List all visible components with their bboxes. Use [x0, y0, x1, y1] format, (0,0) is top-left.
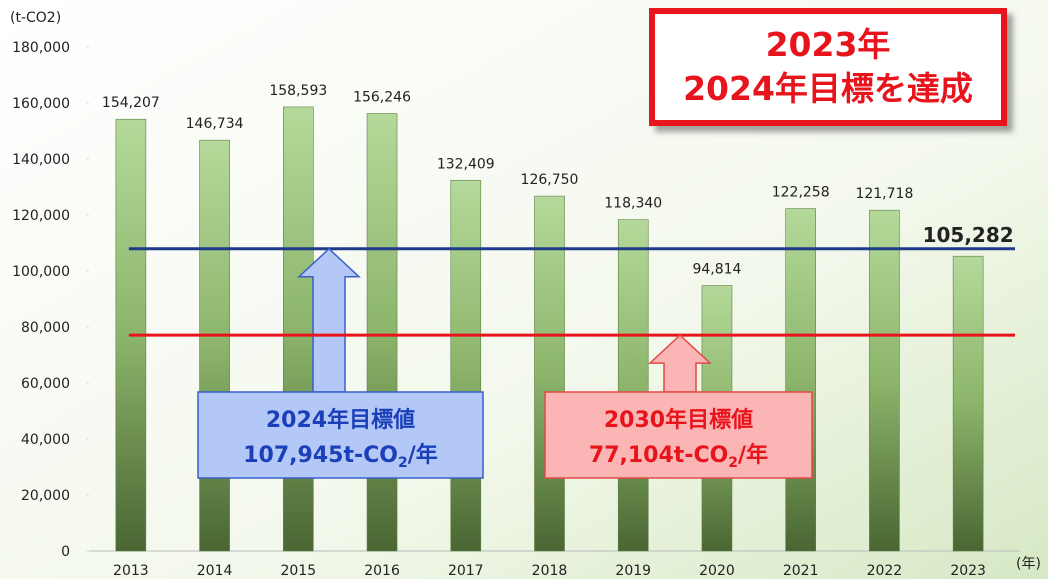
- y-tick-label: 20,000: [21, 488, 70, 504]
- callout-title: 2030年目標値: [604, 407, 753, 433]
- x-tick-label: 2015: [280, 563, 316, 579]
- callout-box: [544, 391, 813, 479]
- bar: [785, 208, 816, 552]
- y-tick-label: 180,000: [12, 40, 70, 56]
- x-tick-label: 2019: [615, 563, 651, 579]
- callout-value-part: 107,945t-CO: [243, 443, 398, 468]
- bar: [952, 255, 984, 552]
- x-tick-label: 2016: [364, 563, 400, 579]
- callout-title: 2024年目標値: [266, 407, 415, 433]
- callout-value-part: 2: [398, 455, 408, 471]
- bar: [450, 179, 482, 552]
- y-tick-label: 160,000: [12, 96, 70, 112]
- callout-box: [197, 391, 484, 479]
- x-tick-label: 2021: [783, 563, 819, 579]
- y-unit: (t-CO2): [10, 10, 61, 26]
- value-label: 94,814: [692, 262, 741, 278]
- value-label: 126,750: [521, 172, 579, 188]
- callout-value-part: /年: [738, 442, 768, 468]
- x-tick-label: 2018: [532, 563, 568, 579]
- y-tick-label: 140,000: [12, 152, 70, 168]
- badge-text: 2024年目標を達成: [683, 69, 973, 108]
- y-tick-label: 80,000: [21, 320, 70, 336]
- value-label: 154,207: [102, 95, 160, 111]
- x-tick-label: 2022: [867, 563, 903, 579]
- y-tick-label: 60,000: [21, 376, 70, 392]
- x-tick-label: 2020: [699, 563, 735, 579]
- y-tick-label: 120,000: [12, 208, 70, 224]
- value-label: 146,734: [186, 116, 244, 132]
- bar: [869, 209, 900, 552]
- callout-value-part: /年: [408, 442, 438, 468]
- callout-value-part: 2: [728, 455, 738, 471]
- x-tick-label: 2023: [950, 563, 986, 579]
- callout-arrow: [648, 334, 712, 393]
- bar: [199, 139, 230, 552]
- callout-value: 107,945t-CO2/年: [243, 442, 438, 471]
- y-tick-label: 100,000: [12, 264, 70, 280]
- bar: [534, 195, 565, 552]
- x-tick-label: 2013: [113, 563, 149, 579]
- bar: [366, 113, 398, 552]
- bar: [617, 219, 649, 552]
- bar: [283, 106, 314, 552]
- x-tick-label: 2014: [197, 563, 233, 579]
- badge-box: [649, 8, 1007, 126]
- value-label: 122,258: [772, 185, 830, 201]
- value-label: 158,593: [269, 83, 327, 99]
- callout-value: 77,104t-CO2/年: [589, 442, 768, 471]
- value-label: 132,409: [437, 156, 495, 172]
- value-label: 118,340: [604, 196, 662, 212]
- value-label: 121,718: [855, 186, 913, 202]
- callout-value-part: 77,104t-CO: [589, 443, 728, 468]
- y-tick-label: 40,000: [21, 432, 70, 448]
- x-unit: (年): [1016, 556, 1041, 572]
- callout-arrow: [297, 247, 361, 393]
- value-label: 105,282: [923, 223, 1014, 247]
- badge-text: 2023年: [766, 25, 891, 64]
- y-tick-label: 0: [61, 544, 70, 560]
- x-tick-label: 2017: [448, 563, 484, 579]
- value-label: 156,246: [353, 90, 411, 106]
